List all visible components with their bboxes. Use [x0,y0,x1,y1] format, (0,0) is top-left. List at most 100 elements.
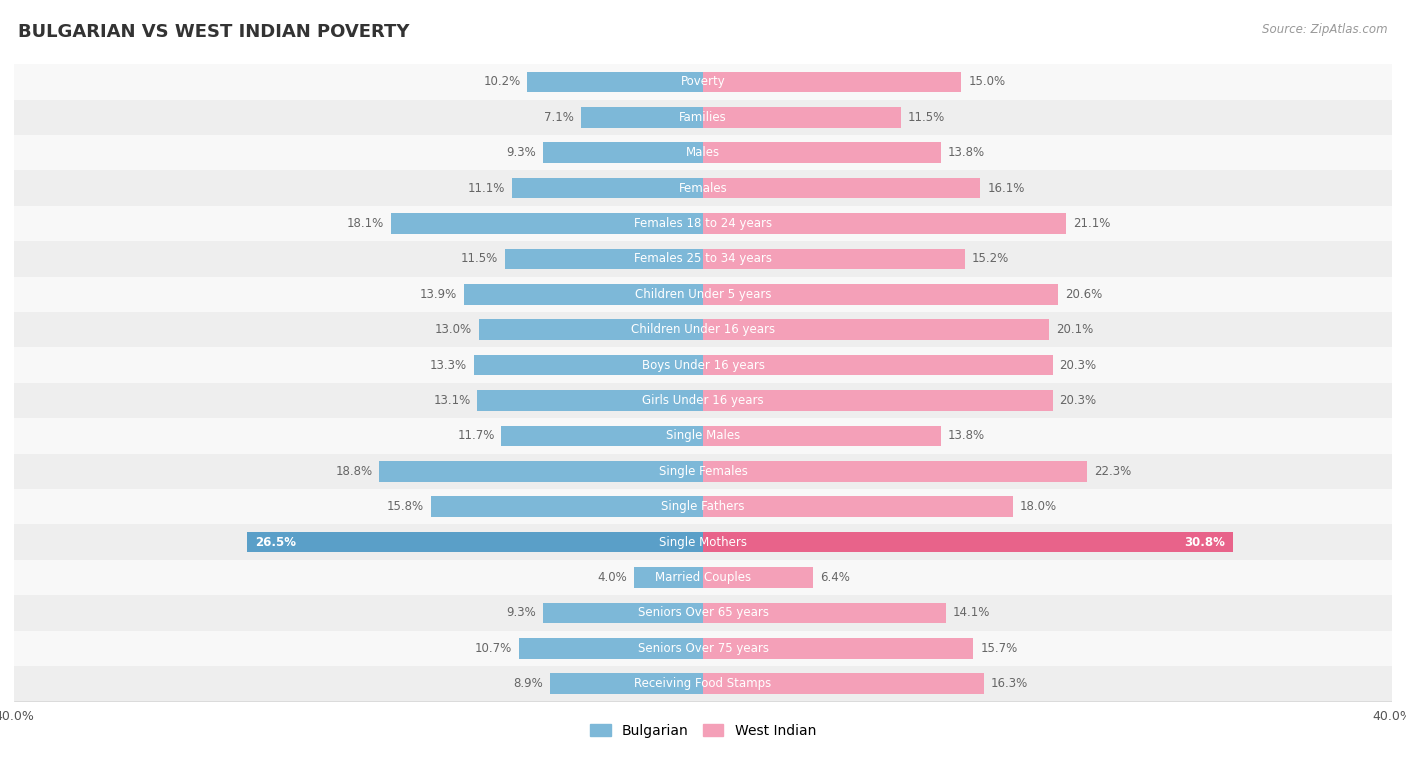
Text: 13.8%: 13.8% [948,146,984,159]
Bar [14,489,1392,525]
Bar [479,319,703,340]
Bar [14,525,1392,560]
Bar [14,99,1392,135]
Bar [246,532,703,553]
Bar [391,213,703,233]
Text: 11.7%: 11.7% [457,429,495,443]
Bar [543,603,703,623]
Text: 26.5%: 26.5% [256,536,297,549]
Bar [703,249,965,269]
Text: 20.3%: 20.3% [1060,359,1097,371]
Text: 7.1%: 7.1% [544,111,574,124]
Bar [14,277,1392,312]
Text: Children Under 16 years: Children Under 16 years [631,323,775,337]
Bar [703,567,813,587]
Text: 18.8%: 18.8% [335,465,373,478]
Bar [703,496,1012,517]
Bar [703,284,1057,305]
Text: 15.2%: 15.2% [972,252,1010,265]
Text: 11.1%: 11.1% [468,182,505,195]
Bar [14,595,1392,631]
Bar [14,135,1392,171]
Text: 8.9%: 8.9% [513,677,543,691]
Text: 9.3%: 9.3% [506,146,536,159]
Text: Females 18 to 24 years: Females 18 to 24 years [634,217,772,230]
Bar [14,453,1392,489]
Text: Single Females: Single Females [658,465,748,478]
Bar [527,71,703,92]
Text: Families: Families [679,111,727,124]
Text: Single Mothers: Single Mothers [659,536,747,549]
Text: 4.0%: 4.0% [598,571,627,584]
Bar [519,638,703,659]
Text: 9.3%: 9.3% [506,606,536,619]
Bar [478,390,703,411]
Bar [14,666,1392,701]
Bar [703,355,1053,375]
Text: Females 25 to 34 years: Females 25 to 34 years [634,252,772,265]
Text: 18.1%: 18.1% [347,217,384,230]
Text: Seniors Over 65 years: Seniors Over 65 years [637,606,769,619]
Bar [703,532,1233,553]
Bar [14,631,1392,666]
Text: 10.7%: 10.7% [475,642,512,655]
Bar [14,171,1392,205]
Text: 30.8%: 30.8% [1184,536,1225,549]
Text: 20.6%: 20.6% [1064,288,1102,301]
Bar [14,560,1392,595]
Text: Males: Males [686,146,720,159]
Text: 16.3%: 16.3% [991,677,1028,691]
Bar [703,426,941,446]
Bar [543,143,703,163]
Text: Source: ZipAtlas.com: Source: ZipAtlas.com [1263,23,1388,36]
Bar [581,107,703,127]
Text: 13.3%: 13.3% [430,359,467,371]
Text: Married Couples: Married Couples [655,571,751,584]
Bar [14,241,1392,277]
Text: 15.8%: 15.8% [387,500,425,513]
Bar [703,107,901,127]
Text: 13.9%: 13.9% [419,288,457,301]
Bar [430,496,703,517]
Bar [512,178,703,199]
Bar [703,638,973,659]
Text: 10.2%: 10.2% [484,75,520,89]
Text: 20.3%: 20.3% [1060,394,1097,407]
Text: Single Fathers: Single Fathers [661,500,745,513]
Text: 11.5%: 11.5% [461,252,498,265]
Text: 13.8%: 13.8% [948,429,984,443]
Bar [474,355,703,375]
Text: Girls Under 16 years: Girls Under 16 years [643,394,763,407]
Bar [14,347,1392,383]
Bar [505,249,703,269]
Bar [703,319,1049,340]
Bar [634,567,703,587]
Legend: Bulgarian, West Indian: Bulgarian, West Indian [585,718,821,743]
Bar [14,312,1392,347]
Text: 13.1%: 13.1% [433,394,471,407]
Text: 22.3%: 22.3% [1094,465,1132,478]
Text: 11.5%: 11.5% [908,111,945,124]
Text: 15.7%: 15.7% [980,642,1018,655]
Text: Females: Females [679,182,727,195]
Text: Seniors Over 75 years: Seniors Over 75 years [637,642,769,655]
Text: 18.0%: 18.0% [1019,500,1057,513]
Bar [703,390,1053,411]
Bar [14,383,1392,418]
Text: 16.1%: 16.1% [987,182,1025,195]
Text: Boys Under 16 years: Boys Under 16 years [641,359,765,371]
Text: 20.1%: 20.1% [1056,323,1094,337]
Text: Children Under 5 years: Children Under 5 years [634,288,772,301]
Text: 13.0%: 13.0% [434,323,472,337]
Text: BULGARIAN VS WEST INDIAN POVERTY: BULGARIAN VS WEST INDIAN POVERTY [18,23,409,41]
Bar [703,143,941,163]
Bar [14,64,1392,99]
Text: Poverty: Poverty [681,75,725,89]
Text: Single Males: Single Males [666,429,740,443]
Text: 15.0%: 15.0% [969,75,1005,89]
Bar [703,673,984,694]
Text: Receiving Food Stamps: Receiving Food Stamps [634,677,772,691]
Bar [703,213,1066,233]
Bar [464,284,703,305]
Bar [502,426,703,446]
